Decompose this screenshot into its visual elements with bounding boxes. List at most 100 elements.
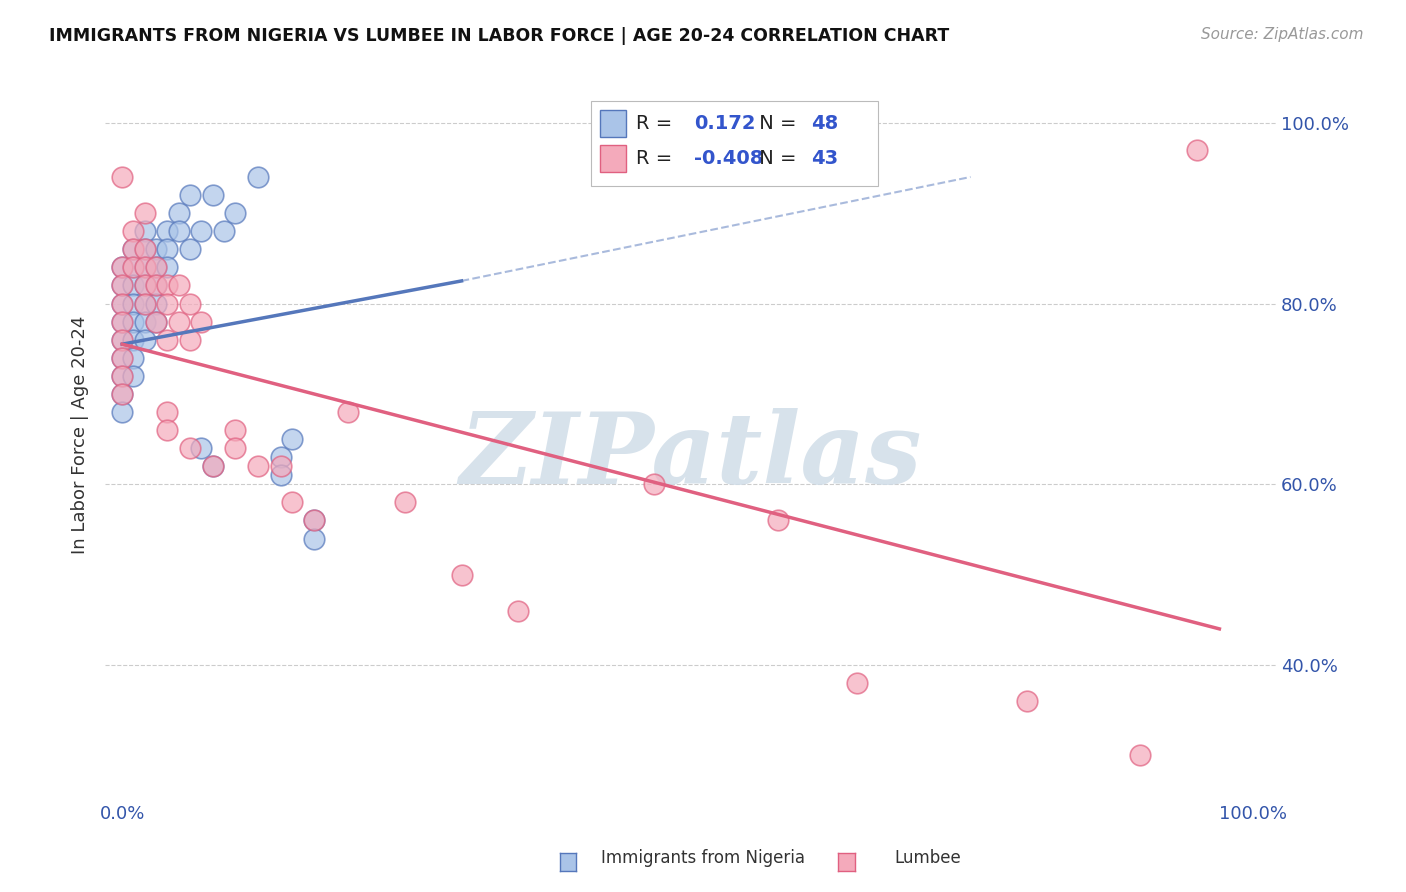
Point [122, 333, 145, 347]
Point [145, 315, 167, 329]
Point [246, 459, 269, 474]
Point [122, 260, 145, 275]
Text: R =: R = [636, 149, 678, 168]
Point [111, 260, 134, 275]
Point [246, 169, 269, 184]
Point [111, 387, 134, 401]
Point [122, 315, 145, 329]
Point [145, 278, 167, 293]
Point [134, 296, 156, 310]
Point [134, 315, 156, 329]
Point [145, 260, 167, 275]
Point [179, 296, 201, 310]
Text: Lumbee: Lumbee [894, 849, 962, 867]
Point [111, 278, 134, 293]
Point [134, 333, 156, 347]
Point [643, 477, 665, 491]
Point [134, 278, 156, 293]
Text: 48: 48 [811, 114, 838, 133]
Text: R =: R = [636, 114, 678, 133]
Point [122, 278, 145, 293]
Point [134, 242, 156, 256]
Text: -0.408: -0.408 [695, 149, 763, 168]
Point [111, 351, 134, 365]
Point [167, 224, 190, 238]
Point [122, 242, 145, 256]
Point [224, 441, 246, 455]
Point [156, 242, 179, 256]
Point [270, 450, 292, 465]
Point [156, 278, 179, 293]
Point [111, 351, 134, 365]
Point [122, 368, 145, 383]
Point [281, 432, 304, 446]
Point [846, 676, 869, 690]
Point [156, 423, 179, 437]
Point [304, 532, 326, 546]
Point [201, 459, 224, 474]
Point [145, 315, 167, 329]
Point [304, 513, 326, 527]
Point [190, 315, 212, 329]
Point [156, 296, 179, 310]
Point [111, 368, 134, 383]
Point [506, 604, 529, 618]
Point [134, 224, 156, 238]
Point [156, 333, 179, 347]
Point [394, 495, 416, 509]
Point [201, 459, 224, 474]
Point [111, 368, 134, 383]
Point [145, 260, 167, 275]
Point [111, 296, 134, 310]
Point [167, 278, 190, 293]
Point [111, 315, 134, 329]
Point [224, 206, 246, 220]
Text: N =: N = [752, 114, 803, 133]
Point [122, 351, 145, 365]
Text: Immigrants from Nigeria: Immigrants from Nigeria [600, 849, 806, 867]
Point [145, 296, 167, 310]
Point [167, 315, 190, 329]
Point [201, 188, 224, 202]
Point [111, 405, 134, 419]
Point [270, 468, 292, 483]
Point [179, 441, 201, 455]
Point [281, 495, 304, 509]
Y-axis label: In Labor Force | Age 20-24: In Labor Force | Age 20-24 [72, 316, 89, 554]
Point [156, 405, 179, 419]
Point [145, 278, 167, 293]
Point [156, 260, 179, 275]
Point [122, 296, 145, 310]
FancyBboxPatch shape [600, 110, 626, 137]
Point [122, 260, 145, 275]
Point [1017, 694, 1039, 708]
Text: 0.172: 0.172 [695, 114, 755, 133]
Point [450, 567, 472, 582]
Point [212, 224, 235, 238]
Point [134, 206, 156, 220]
Point [190, 224, 212, 238]
Text: 43: 43 [811, 149, 838, 168]
Point [111, 169, 134, 184]
Point [122, 224, 145, 238]
Point [111, 333, 134, 347]
Point [304, 513, 326, 527]
Point [179, 188, 201, 202]
Point [1129, 748, 1152, 763]
Point [134, 242, 156, 256]
Point [111, 260, 134, 275]
Point [337, 405, 360, 419]
Point [1185, 143, 1208, 157]
Text: N =: N = [752, 149, 803, 168]
Point [156, 224, 179, 238]
Point [111, 296, 134, 310]
Point [190, 441, 212, 455]
FancyBboxPatch shape [600, 145, 626, 172]
FancyBboxPatch shape [591, 102, 877, 186]
Point [134, 278, 156, 293]
Point [111, 315, 134, 329]
Point [179, 333, 201, 347]
Point [167, 206, 190, 220]
Text: Source: ZipAtlas.com: Source: ZipAtlas.com [1201, 27, 1364, 42]
Point [224, 423, 246, 437]
